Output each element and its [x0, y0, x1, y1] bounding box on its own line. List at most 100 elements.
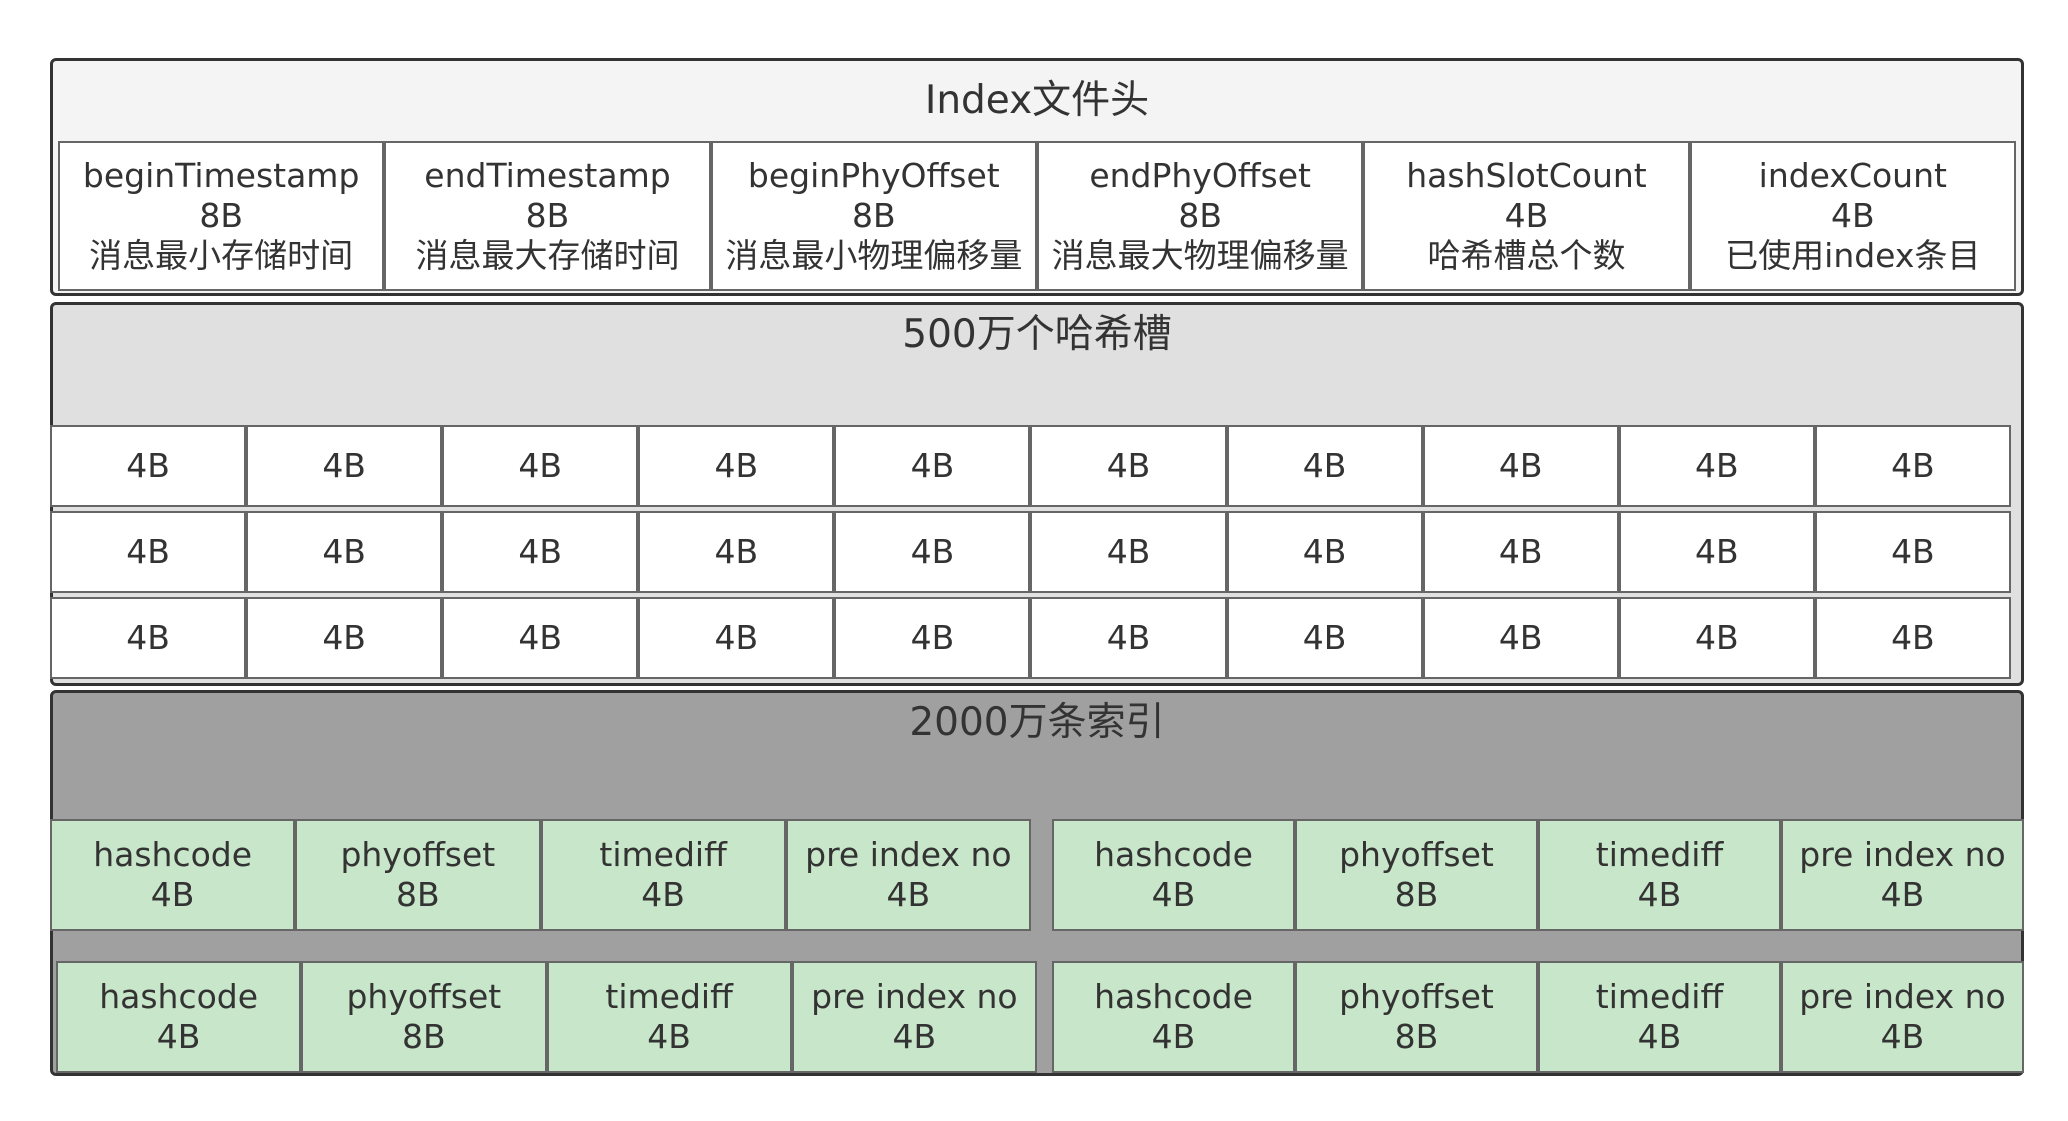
index-entry-field-size: 4B: [1880, 875, 1925, 914]
index-entry-field: pre index no 4B: [791, 961, 1037, 1073]
index-entry-field-size: 4B: [156, 1017, 201, 1056]
index-entry-field-name: pre index no: [811, 977, 1018, 1016]
hash-slot-cell: 4B: [1422, 597, 1619, 679]
index-entry-field-name: hashcode: [1094, 977, 1253, 1016]
hash-slot-cell: 4B: [246, 511, 443, 593]
index-entry: hashcode 4B phyoffset 8B timediff 4B pre index…: [56, 961, 1037, 1073]
index-entry-field: timediff 4B: [1538, 819, 1781, 931]
header-field-size: 8B: [199, 196, 243, 235]
header-field-desc: 消息最大物理偏移量: [1051, 236, 1349, 275]
hash-slots-panel: 500万个哈希槽 4B 4B 4B 4B 4B 4B 4B 4B 4B 4B 4B 4B 4B 4B 4B 4…: [50, 302, 2024, 686]
index-entry-field-name: hashcode: [1094, 835, 1253, 874]
hash-slot-row: 4B 4B 4B 4B 4B 4B 4B 4B 4B 4B: [50, 597, 2011, 679]
index-entry-field: pre index no 4B: [1781, 961, 2024, 1073]
hash-slot-cell: 4B: [1618, 511, 1815, 593]
index-entry-field-size: 4B: [647, 1017, 691, 1056]
index-entry-field-size: 4B: [892, 1017, 937, 1056]
header-field-name: hashSlotCount: [1406, 156, 1647, 195]
hash-slot-cell: 4B: [1422, 425, 1619, 507]
index-entry-field: phyoffset 8B: [295, 819, 541, 931]
index-entry-field: phyoffset 8B: [1295, 819, 1538, 931]
header-field: endPhyOffset 8B 消息最大物理偏移量: [1036, 141, 1364, 291]
index-entry-field-name: phyoffset: [1339, 977, 1494, 1016]
header-field: endTimestamp 8B 消息最大存储时间: [384, 141, 711, 291]
index-entry-field: timediff 4B: [1538, 961, 1781, 1073]
index-entry: hashcode 4B phyoffset 8B timediff 4B pre index…: [50, 819, 1031, 931]
hash-slot-cell: 4B: [1618, 597, 1815, 679]
hash-slot-cell: 4B: [1226, 597, 1423, 679]
index-entry-field-size: 8B: [396, 875, 440, 914]
index-entry-field-name: hashcode: [93, 835, 253, 874]
index-entry: hashcode 4B phyoffset 8B timediff 4B pre index…: [1052, 819, 2024, 931]
header-field-name: endPhyOffset: [1089, 156, 1311, 195]
hash-slot-cell: 4B: [246, 425, 443, 507]
hash-slot-cell: 4B: [638, 511, 835, 593]
index-entry-field: timediff 4B: [546, 961, 792, 1073]
index-entries-panel: 2000万条索引 hashcode 4B phyoffset 8B timediff 4B…: [50, 690, 2024, 1076]
hash-slot-cell: 4B: [1814, 425, 2011, 507]
header-field-size: 8B: [852, 196, 896, 235]
hash-slot-cell: 4B: [442, 597, 639, 679]
hash-slot-cell: 4B: [246, 597, 443, 679]
index-entry-field: pre index no 4B: [785, 819, 1031, 931]
index-entry-field-name: pre index no: [805, 835, 1012, 874]
header-field-desc: 已使用index条目: [1725, 236, 1981, 275]
index-entry-field-name: phyoffset: [340, 835, 496, 874]
header-field-name: indexCount: [1758, 156, 1947, 195]
hash-slot-cell: 4B: [50, 597, 247, 679]
hash-slot-cell: 4B: [1030, 425, 1227, 507]
header-field-desc: 哈希槽总个数: [1427, 236, 1626, 275]
header-field-size: 8B: [525, 196, 570, 235]
hash-slot-cell: 4B: [638, 597, 835, 679]
hash-slot-row: 4B 4B 4B 4B 4B 4B 4B 4B 4B 4B: [50, 425, 2011, 507]
index-entry-field-size: 4B: [886, 875, 931, 914]
hash-slot-cell: 4B: [50, 425, 247, 507]
hash-slot-cell: 4B: [442, 511, 639, 593]
index-entry-field-size: 4B: [1151, 875, 1196, 914]
index-entry-field: pre index no 4B: [1781, 819, 2024, 931]
index-entry-field-size: 4B: [1637, 1017, 1682, 1056]
hash-slots-title: 500万个哈希槽: [902, 312, 1172, 357]
index-entry-field-name: phyoffset: [346, 977, 502, 1016]
index-entry-field: hashcode 4B: [1052, 961, 1295, 1073]
index-entry-field-name: hashcode: [99, 977, 259, 1016]
index-entries-title: 2000万条索引: [909, 700, 1165, 745]
header-field-name: beginPhyOffset: [747, 156, 1000, 195]
index-entry-field-size: 4B: [1637, 875, 1682, 914]
hash-slot-row: 4B 4B 4B 4B 4B 4B 4B 4B 4B 4B: [50, 511, 2011, 593]
header-field-name: beginTimestamp: [82, 156, 360, 195]
header-field-size: 8B: [1178, 196, 1222, 235]
hash-slot-cell: 4B: [1030, 511, 1227, 593]
index-header-title: Index文件头: [924, 78, 1150, 123]
hash-slot-cell: 4B: [1226, 425, 1423, 507]
index-entry: hashcode 4B phyoffset 8B timediff 4B pre index…: [1052, 961, 2024, 1073]
header-field: indexCount 4B 已使用index条目: [1689, 141, 2016, 291]
index-entry-field-size: 8B: [1394, 1017, 1439, 1056]
hash-slot-cell: 4B: [1226, 511, 1423, 593]
header-field-desc: 消息最小物理偏移量: [725, 236, 1023, 275]
index-entry-field: hashcode 4B: [56, 961, 302, 1073]
header-field-desc: 消息最小存储时间: [89, 236, 354, 275]
index-entry-field: hashcode 4B: [1052, 819, 1295, 931]
header-field-size: 4B: [1830, 196, 1875, 235]
hash-slot-cell: 4B: [1422, 511, 1619, 593]
header-field: hashSlotCount 4B 哈希槽总个数: [1363, 141, 1690, 291]
index-entry-field-name: timediff: [599, 835, 727, 874]
index-header-panel: Index文件头 beginTimestamp 8B 消息最小存储时间 endT…: [50, 58, 2024, 296]
header-field: beginPhyOffset 8B 消息最小物理偏移量: [710, 141, 1037, 291]
index-entry-field: phyoffset 8B: [301, 961, 547, 1073]
index-entry-field-size: 8B: [402, 1017, 446, 1056]
header-field-size: 4B: [1504, 196, 1549, 235]
index-entry-area: hashcode 4B phyoffset 8B timediff 4B pre index…: [50, 819, 2024, 1073]
hash-slot-cell: 4B: [1814, 597, 2011, 679]
hash-slot-cell: 4B: [50, 511, 247, 593]
hash-slot-cell: 4B: [1030, 597, 1227, 679]
index-entry-field-name: timediff: [1595, 977, 1724, 1016]
header-field: beginTimestamp 8B 消息最小存储时间: [58, 141, 385, 291]
index-entry-field-name: phyoffset: [1339, 835, 1494, 874]
hash-slot-cell: 4B: [1814, 511, 2011, 593]
index-entry-field-size: 4B: [150, 875, 195, 914]
header-field-name: endTimestamp: [424, 156, 671, 195]
index-entry-field-size: 4B: [1880, 1017, 1925, 1056]
hash-slot-cell: 4B: [834, 511, 1031, 593]
